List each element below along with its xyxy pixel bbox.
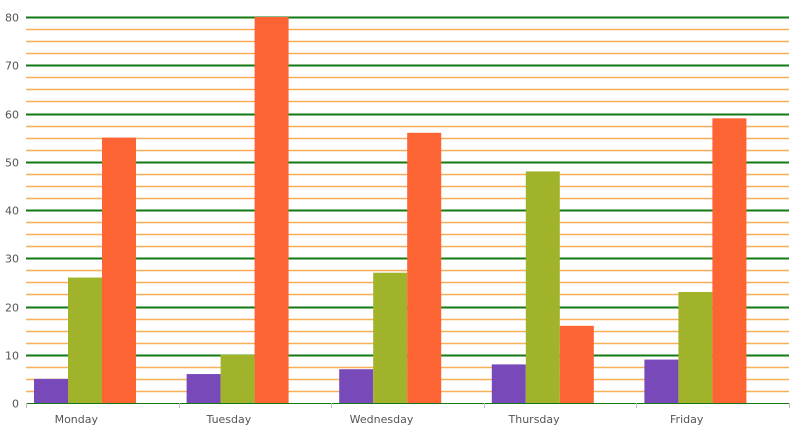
bar-wednesday-3: [407, 132, 442, 404]
bar-wednesday-1: [339, 369, 374, 403]
y-tick-label: 0: [12, 398, 19, 411]
y-tick-label: 20: [5, 302, 19, 315]
y-tick-label: 60: [5, 109, 19, 122]
x-tick-label: Tuesday: [206, 413, 252, 426]
bar-tuesday-2: [220, 354, 255, 403]
x-tick-label: Monday: [55, 413, 99, 426]
bar-tuesday-1: [186, 374, 221, 403]
bar-friday-2: [678, 292, 713, 403]
bar-monday-1: [34, 378, 68, 403]
y-tick-label: 40: [5, 205, 19, 218]
x-tick-label: Friday: [670, 413, 704, 426]
y-tick-label: 50: [5, 157, 19, 170]
y-axis-labels: 0 10 20 30 40 50 60 70 80: [5, 12, 19, 411]
x-tick-label: Thursday: [508, 413, 561, 426]
bar-monday-2: [68, 277, 102, 403]
bar-monday-3: [102, 137, 136, 403]
y-tick-label: 30: [5, 253, 19, 266]
y-tick-label: 80: [5, 12, 19, 25]
x-axis: [26, 403, 790, 408]
x-axis-labels: Monday Tuesday Wednesday Thursday Friday: [55, 413, 704, 426]
x-tick-label: Wednesday: [350, 413, 414, 426]
bar-thursday-1: [491, 364, 526, 403]
bar-thursday-3: [559, 325, 594, 403]
y-tick-label: 70: [5, 60, 19, 73]
bars: [34, 17, 747, 404]
bar-thursday-2: [525, 171, 560, 403]
bar-friday-1: [644, 359, 679, 403]
bar-friday-3: [712, 118, 747, 403]
y-tick-label: 10: [5, 350, 19, 363]
bar-wednesday-2: [373, 272, 408, 403]
bar-tuesday-3: [254, 17, 289, 403]
